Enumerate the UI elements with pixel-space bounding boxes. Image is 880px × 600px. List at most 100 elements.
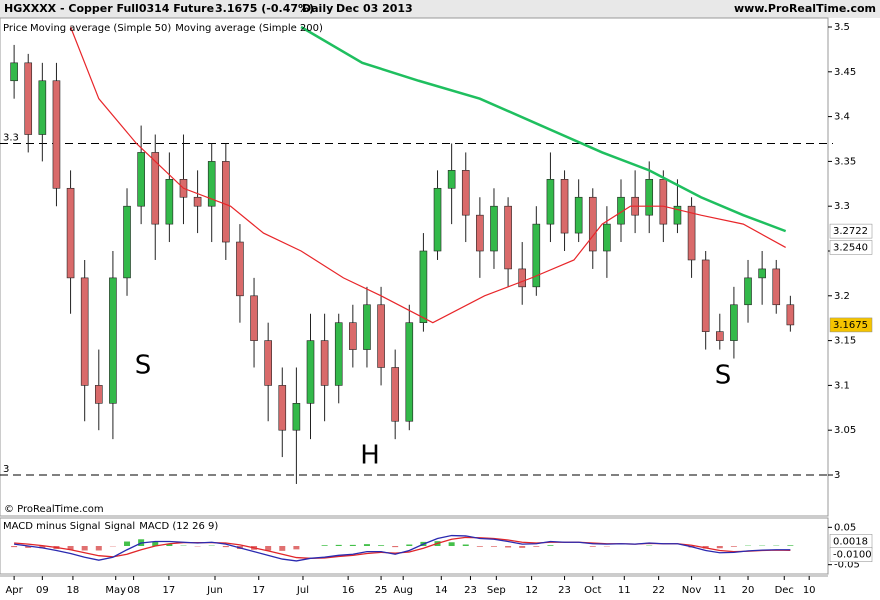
x-tick-label: May bbox=[105, 585, 126, 596]
x-tick-label: 11 bbox=[713, 585, 726, 596]
legend-entry: Moving average (Simple 50) bbox=[30, 23, 171, 34]
candle-body bbox=[574, 196, 583, 234]
date: Dec 03 2013 bbox=[336, 2, 413, 15]
macd-last-box bbox=[829, 547, 873, 562]
candle-body bbox=[334, 322, 343, 386]
level-label: 3.3 bbox=[3, 132, 19, 143]
annotation: H bbox=[360, 441, 380, 471]
macd-hist-bar bbox=[95, 546, 102, 551]
close-last-box bbox=[829, 317, 873, 333]
macd-hist-bar bbox=[166, 543, 173, 546]
candle-body bbox=[109, 277, 117, 404]
macd-last: -0.0100 bbox=[833, 550, 872, 561]
candle-body bbox=[38, 80, 47, 135]
x-tick-label: Apr bbox=[5, 585, 23, 596]
x-tick-label: 11 bbox=[618, 585, 631, 596]
candle-body bbox=[80, 277, 89, 386]
y-tick-label: 3.05 bbox=[834, 425, 856, 436]
macd-hist-bar bbox=[547, 545, 554, 546]
macd-hist-bar bbox=[716, 546, 723, 549]
candle-body bbox=[10, 62, 18, 82]
candle-body bbox=[546, 179, 555, 225]
candle-body bbox=[447, 170, 456, 189]
candle-body bbox=[292, 403, 301, 431]
macd-hist-bar bbox=[787, 545, 794, 546]
annotation: S bbox=[715, 361, 732, 391]
macd-hist-bar bbox=[81, 546, 88, 551]
candle-body bbox=[306, 340, 315, 404]
candle-body bbox=[391, 367, 399, 422]
candle-body bbox=[532, 223, 541, 288]
macd-hist-bar bbox=[490, 546, 497, 547]
x-tick-label: 17 bbox=[163, 585, 176, 596]
candle-body bbox=[461, 170, 470, 216]
candle-body bbox=[433, 187, 442, 252]
macd-hist-bar bbox=[349, 544, 356, 546]
candle-body bbox=[66, 187, 75, 279]
candle-body bbox=[687, 205, 696, 261]
x-tick-label: 09 bbox=[36, 585, 49, 596]
x-tick-label: Sep bbox=[487, 585, 506, 596]
header-bar bbox=[0, 0, 880, 18]
ma200-last-box bbox=[829, 223, 873, 239]
x-tick-label: 10 bbox=[803, 585, 816, 596]
macd-hist-bar bbox=[265, 546, 272, 551]
y-tick-label: 3 bbox=[834, 470, 840, 481]
x-tick-label: Aug bbox=[393, 585, 413, 596]
candle-body bbox=[659, 179, 668, 225]
macd-hist-bar bbox=[152, 541, 159, 546]
macd-hist-bar bbox=[505, 546, 512, 548]
candle-body bbox=[588, 196, 597, 252]
macd-hist-bar bbox=[476, 546, 483, 547]
ma200-last: 3.2722 bbox=[833, 226, 868, 237]
close-last: 3.1675 bbox=[833, 320, 868, 331]
macd-hist-bar bbox=[462, 544, 469, 546]
candle-body bbox=[264, 340, 272, 386]
candle-body bbox=[236, 241, 244, 297]
candle-body bbox=[52, 80, 61, 189]
y-tick-label: 3.4 bbox=[834, 112, 850, 123]
candle-body bbox=[701, 259, 710, 332]
x-tick-label: 08 bbox=[127, 585, 140, 596]
macd-hist-bar bbox=[279, 546, 286, 551]
quote: 3.1675 (-0.47%) bbox=[215, 2, 314, 15]
x-tick-label: 18 bbox=[67, 585, 80, 596]
copyright: © ProRealTime.com bbox=[4, 504, 104, 515]
candle-body bbox=[151, 152, 160, 225]
candle-body bbox=[363, 304, 371, 350]
candle-body bbox=[476, 214, 484, 252]
candle-body bbox=[490, 205, 498, 252]
macd-hist-bar bbox=[392, 546, 399, 548]
y-tick-label: 3.3 bbox=[834, 201, 850, 212]
macd-hist-bar bbox=[406, 544, 413, 546]
y-tick-label: 3.2 bbox=[834, 291, 850, 302]
candle-body bbox=[772, 268, 781, 306]
candle-body bbox=[123, 205, 131, 279]
candle-body bbox=[24, 62, 33, 135]
x-tick-label: 23 bbox=[464, 585, 477, 596]
x-tick-label: Jul bbox=[296, 585, 309, 596]
macd-legend-entry: Signal bbox=[104, 521, 135, 532]
macd-hist-bar bbox=[293, 546, 300, 550]
candle-body bbox=[715, 331, 724, 341]
macd-legend-entry: MACD (12 26 9) bbox=[139, 521, 218, 532]
x-tick-label: Nov bbox=[682, 585, 702, 596]
candle-body bbox=[193, 196, 202, 207]
x-tick-label: Jun bbox=[206, 585, 223, 596]
level-label: 3 bbox=[3, 464, 9, 475]
macd-y-tick-label: -0.05 bbox=[834, 560, 860, 571]
macd-hist-bar bbox=[124, 541, 131, 546]
macd-hist-bar bbox=[519, 546, 526, 548]
candle-body bbox=[786, 304, 795, 326]
y-tick-label: 3.35 bbox=[834, 156, 856, 167]
candle-body bbox=[165, 179, 174, 225]
x-tick-label: 23 bbox=[558, 585, 571, 596]
x-tick-label: 17 bbox=[252, 585, 265, 596]
candle-body bbox=[320, 340, 329, 386]
candle-body bbox=[617, 196, 625, 225]
candle-body bbox=[137, 152, 145, 207]
candle-body bbox=[94, 385, 103, 404]
macd-hist-bar bbox=[730, 546, 737, 547]
